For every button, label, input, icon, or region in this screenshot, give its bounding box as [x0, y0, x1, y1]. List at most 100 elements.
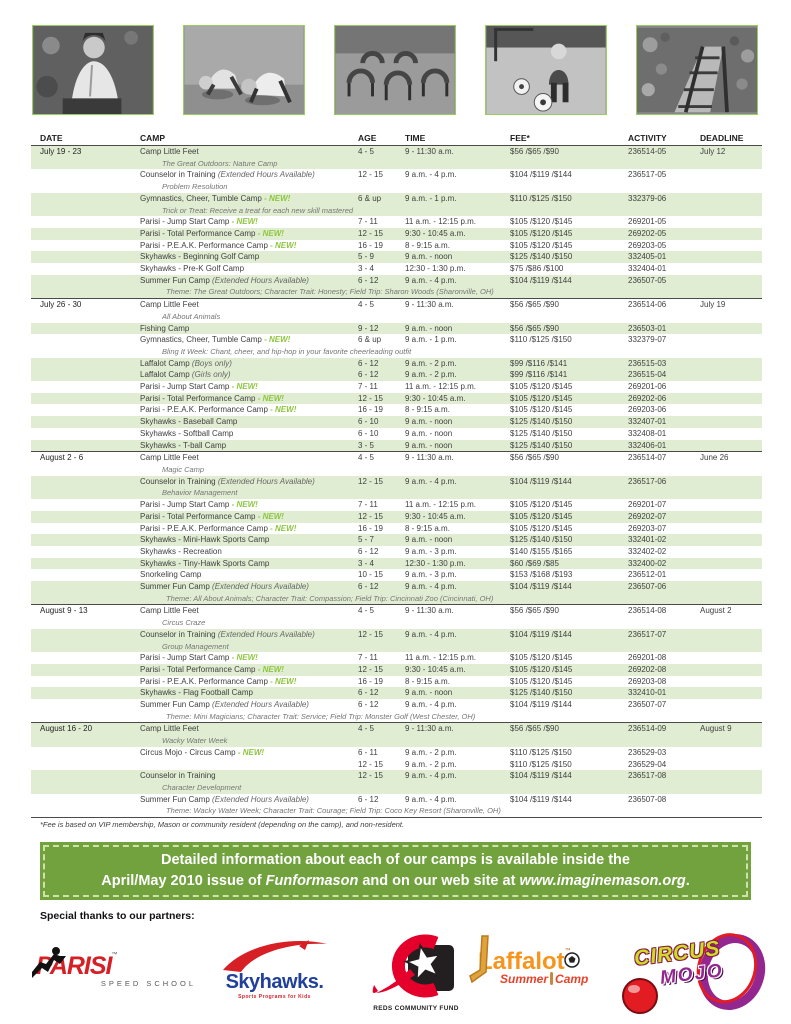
cell-activity: 236507-07 [628, 700, 667, 710]
info-banner: Detailed information about each of our c… [40, 842, 751, 900]
cell-fee: $56 /$65 /$90 [510, 147, 559, 156]
table-row: Counselor in Training (Extended Hours Av… [31, 475, 762, 500]
camp-title-line: Skyhawks - Flag Football Camp [140, 687, 358, 699]
table-row: Summer Fun Camp (Extended Hours Availabl… [31, 794, 762, 817]
cell-time: 9 - 11:30 a.m. [405, 300, 454, 310]
camp-title-line: Parisi - Total Performance Camp - NEW! [140, 511, 358, 523]
cell-age: 9 - 12 [358, 323, 379, 333]
fee-footnote: *Fee is based on VIP membership, Mason o… [40, 820, 405, 829]
cell-activity: 332408-01 [628, 428, 667, 438]
cell-camp: Parisi - Jump Start Camp - NEW! [140, 381, 358, 393]
partners-heading: Special thanks to our partners: [40, 910, 195, 922]
camp-name: Skyhawks - T-ball Camp [140, 440, 227, 450]
cell-fee: $104 /$119 /$144 [510, 582, 572, 592]
cell-activity: 332379-06 [628, 193, 667, 203]
cell-activity: 332400-02 [628, 558, 667, 568]
cell-age: 12 - 15 [358, 393, 383, 403]
camp-subtitle: Wacky Water Week [162, 736, 228, 746]
camp-name: Parisi - Jump Start Camp [140, 500, 230, 510]
table-row: July 19 - 23 Camp Little Feet The Great Ou… [31, 146, 762, 170]
cell-time: 9 a.m. - 3 p.m. [405, 570, 457, 580]
cell-time: 11 a.m. - 12:15 p.m. [405, 653, 476, 663]
camp-title-line: Skyhawks - Pre-K Golf Camp [140, 263, 358, 275]
cell-fee: $110 /$125 /$150 [510, 335, 572, 345]
camp-note: (Extended Hours Available) [212, 582, 309, 592]
camp-title-line: Camp Little Feet [140, 146, 358, 158]
camp-name: Camp Little Feet [140, 606, 199, 616]
new-flag: - NEW! [270, 676, 297, 686]
cell-fee: $105 /$120 /$145 [510, 523, 573, 533]
red-ball-icon [622, 978, 658, 1014]
cell-time: 9:30 - 10:45 a.m. [405, 393, 466, 403]
cell-fee: $105 /$120 /$145 [510, 240, 573, 250]
cell-camp: Camp Little Feet The Great Outdoors: Natu… [140, 146, 358, 169]
cell-date: July 19 - 23 [40, 147, 82, 156]
camp-name: Camp Little Feet [140, 724, 199, 734]
cell-fee: $140 /$155 /$165 [510, 546, 573, 556]
cell-deadline: August 2 [700, 606, 732, 616]
camp-title-line: Parisi - P.E.A.K. Performance Camp - NEW… [140, 676, 358, 688]
cell-camp: Parisi - Jump Start Camp - NEW! [140, 652, 358, 664]
cell-activity: 236507-05 [628, 275, 667, 285]
banner-line2: April/May 2010 issue of Funformason and … [45, 871, 746, 892]
cell-activity: 332379-07 [628, 335, 667, 345]
cell-age: 6 - 12 [358, 370, 379, 380]
cell-camp: Parisi - P.E.A.K. Performance Camp - NEW… [140, 523, 358, 535]
cell-fee: $56 /$65 /$90 [510, 453, 559, 463]
cell-activity: 236514-05 [628, 147, 667, 156]
camp-theme: Theme: Wacky Water Week; Character Trait… [166, 806, 501, 816]
table-row: Laffalot Camp (Girls only) 6 - 12 9 a.m. -… [31, 369, 762, 382]
cell-time: 9 a.m. - 2 p.m. [405, 370, 457, 380]
table-row: Skyhawks - Recreation 6 - 12 9 a.m. - 3 p.… [31, 546, 762, 558]
cell-camp: Parisi - Jump Start Camp - NEW! [140, 499, 358, 511]
cell-activity: 236515-04 [628, 370, 667, 380]
cell-age: 5 - 9 [358, 252, 375, 262]
new-flag: - NEW! [231, 382, 258, 392]
cell-activity: 236517-07 [628, 629, 667, 639]
cell-deadline: July 12 [700, 147, 726, 156]
camp-note: (Girls only) [191, 370, 231, 380]
camp-name: Skyhawks - Softball Camp [140, 428, 234, 438]
cell-age: 6 - 12 [358, 700, 379, 710]
cell-fee: $125 /$140 /$150 [510, 688, 573, 698]
cell-time: 9 a.m. - 2 p.m. [405, 759, 457, 769]
cell-date: July 26 - 30 [40, 300, 82, 310]
cell-activity: 269201-05 [628, 217, 667, 227]
table-row: Summer Fun Camp (Extended Hours Availabl… [31, 581, 762, 605]
table-row: Counselor in Training (Extended Hours Av… [31, 628, 762, 653]
table-row: Parisi - P.E.A.K. Performance Camp - NEW… [31, 523, 762, 535]
cell-fee: $125 /$140 /$150 [510, 535, 573, 545]
new-flag: - NEW! [231, 217, 258, 227]
table-row: Gymnastics, Cheer, Tumble Camp - NEW! Bli… [31, 334, 762, 357]
cell-age: 12 - 15 [358, 759, 383, 769]
camp-subtitle: Bling It Week: Chant, cheer, and hip-hop… [162, 346, 412, 356]
circus-mojo-logo: CIRCUS MOJO [622, 933, 769, 1020]
table-row: Circus Mojo - Circus Camp - NEW! 6 - 11 9 … [31, 747, 762, 759]
cell-activity: 236529-04 [628, 759, 667, 769]
cell-age: 12 - 15 [358, 664, 383, 674]
camp-title-line: Skyhawks - Recreation [140, 546, 358, 558]
schedule-section: July 26 - 30 Camp Little Feet All About An… [31, 298, 762, 452]
camp-name: Skyhawks - Pre-K Golf Camp [140, 264, 245, 274]
reds-community-fund-logo: REDS COMMUNITY FUND [368, 933, 464, 1012]
cell-fee: $104 /$119 /$144 [510, 794, 572, 804]
table-row: Skyhawks - Softball Camp 6 - 10 9 a.m. - n… [31, 428, 762, 440]
new-flag: - NEW! [264, 193, 291, 203]
table-row: Skyhawks - T-ball Camp 3 - 5 9 a.m. - noon… [31, 439, 762, 452]
cell-age: 4 - 5 [358, 606, 375, 616]
cell-activity: 236529-03 [628, 747, 667, 757]
cell-activity: 236517-06 [628, 476, 667, 486]
camp-name: Parisi - Total Performance Camp [140, 393, 256, 403]
cell-camp: Parisi - P.E.A.K. Performance Camp - NEW… [140, 404, 358, 416]
camp-name: Laffalot Camp [140, 370, 190, 380]
cell-age: 12 - 15 [358, 629, 383, 639]
cell-time: 9 a.m. - 2 p.m. [405, 747, 457, 757]
cell-time: 9 - 11:30 a.m. [405, 453, 454, 463]
cell-age: 4 - 5 [358, 453, 375, 463]
new-flag: - NEW! [237, 747, 265, 757]
cell-time: 9 a.m. - 4 p.m. [405, 170, 457, 180]
juggling-ring-icon [696, 933, 766, 1010]
cell-camp: Summer Fun Camp (Extended Hours Availabl… [140, 699, 475, 722]
cell-camp: Parisi - P.E.A.K. Performance Camp - NEW… [140, 240, 358, 252]
table-row: Parisi - Jump Start Camp - NEW! 7 - 11 11 … [31, 499, 762, 511]
